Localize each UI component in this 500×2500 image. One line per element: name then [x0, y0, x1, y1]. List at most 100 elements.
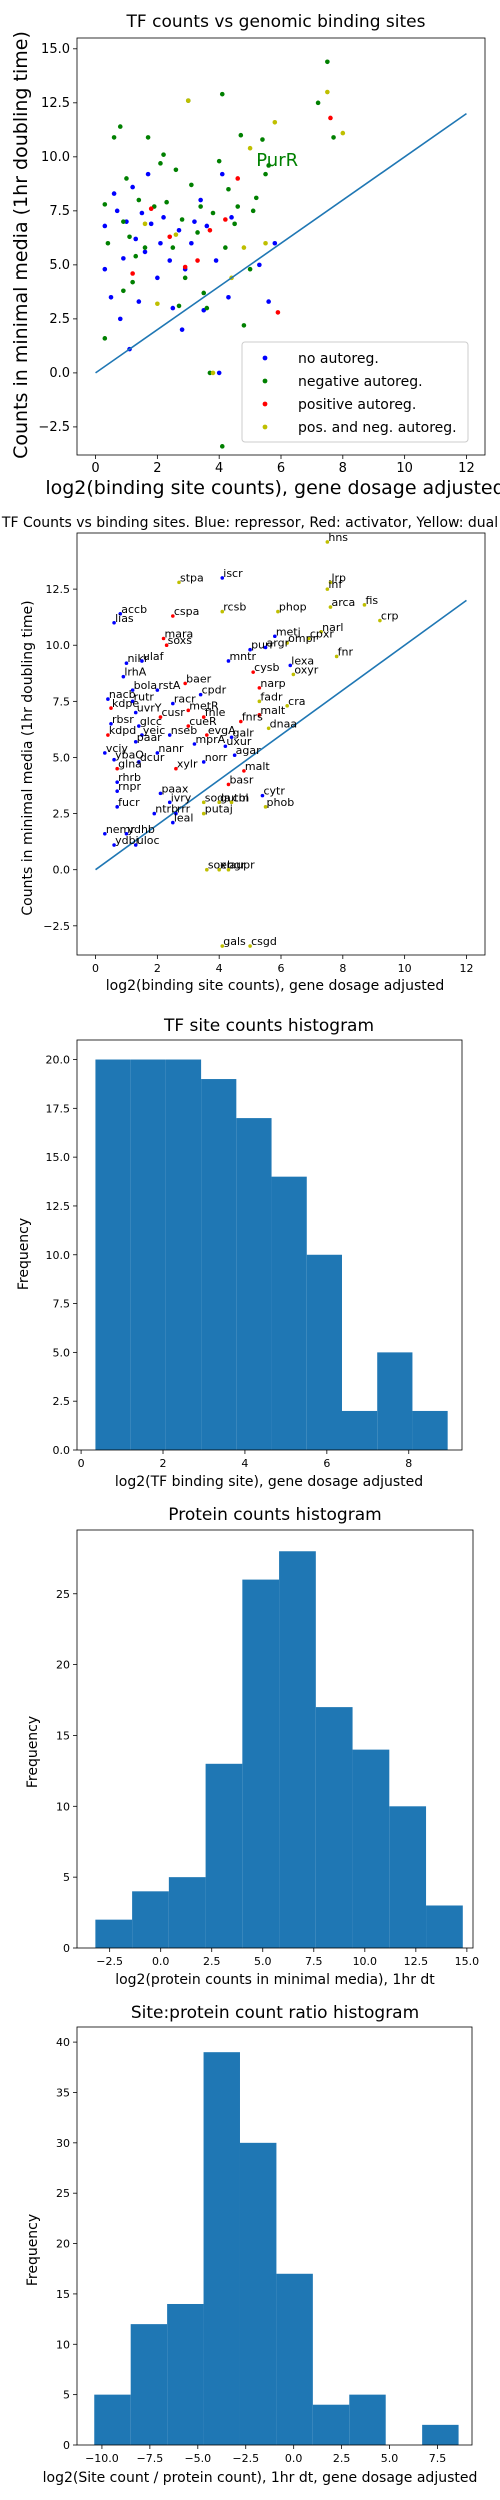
histogram-bar: [377, 1352, 413, 1450]
y-tick-label: 7.5: [49, 204, 70, 219]
data-point: [201, 290, 207, 296]
point-label: vciy: [106, 742, 129, 755]
data-point: [145, 171, 151, 177]
data-point: [201, 760, 206, 764]
y-tick-label: 12.5: [46, 583, 71, 596]
data-point: [220, 576, 225, 580]
y-tick-label: 7.5: [53, 1298, 71, 1311]
data-point: [334, 654, 339, 659]
data-point: [291, 672, 296, 677]
data-point: [307, 636, 311, 641]
x-tick-label: −7.5: [137, 2452, 164, 2465]
y-tick-label: 7.5: [53, 695, 71, 708]
point-label: nseb: [171, 724, 197, 737]
data-point: [130, 271, 135, 276]
x-tick-label: 0.0: [152, 1955, 170, 1968]
scatter-chart-tf-labels: TF Counts vs binding sites. Blue: repres…: [1, 515, 498, 994]
y-tick-label: 10.0: [41, 150, 70, 165]
data-point: [136, 299, 142, 304]
x-tick-label: 2.5: [203, 1955, 221, 1968]
point-label: evgA: [208, 724, 236, 737]
legend-label-negative-autoreg: negative autoreg.: [298, 374, 423, 390]
annotation-label: PurR: [256, 150, 298, 171]
data-point: [115, 789, 119, 793]
data-point: [121, 219, 126, 224]
data-point: [140, 659, 144, 663]
data-point: [182, 264, 188, 270]
point-label: cueR: [189, 715, 217, 728]
data-point: [121, 674, 126, 679]
data-point: [158, 161, 163, 166]
x-tick-label: 6: [277, 461, 285, 476]
plot-frame: [76, 37, 486, 456]
data-point: [219, 171, 225, 177]
point-label: ivry: [171, 791, 192, 804]
histogram-bar: [95, 1919, 133, 1948]
point-label: nacb: [109, 688, 136, 701]
point-label: nikr: [127, 652, 148, 665]
point-label: oxyr: [294, 663, 318, 676]
histogram-bar: [279, 1551, 316, 1948]
data-point: [223, 744, 228, 749]
data-point: [242, 769, 246, 773]
data-point: [142, 245, 148, 250]
point-label: norr: [205, 751, 228, 764]
data-point: [124, 831, 129, 836]
x-tick-label: 2: [154, 962, 161, 975]
point-label: phop: [279, 601, 307, 614]
point-label: kdpd: [109, 724, 136, 737]
data-point: [133, 236, 139, 242]
x-tick-label: 0: [78, 1457, 85, 1470]
data-point: [133, 843, 138, 847]
data-point: [102, 223, 108, 229]
data-point: [201, 800, 206, 805]
point-label: rnpr: [118, 780, 141, 793]
data-point: [205, 867, 209, 872]
point-label: racr: [174, 693, 196, 706]
data-point: [205, 733, 209, 737]
histogram-bar: [132, 1891, 169, 1948]
histogram-bar: [203, 2052, 240, 2445]
data-point: [105, 240, 111, 246]
y-tick-label: 25: [56, 2187, 70, 2200]
x-tick-label: 2: [160, 1457, 167, 1470]
data-point: [207, 227, 213, 233]
point-label: xylr: [177, 758, 198, 771]
data-point: [235, 204, 241, 209]
plot-frame: [76, 532, 486, 956]
histogram-bar: [165, 1059, 202, 1450]
point-label: crp: [381, 610, 399, 623]
data-point: [185, 98, 191, 103]
point-label: aupr: [229, 859, 255, 872]
y-tick-label: 15.0: [41, 42, 70, 57]
histogram-bar: [95, 1059, 131, 1450]
histogram-site-protein-ratio: Site:protein count ratio histogram −10.0…: [25, 2003, 477, 2486]
x-tick-label: 8: [339, 962, 346, 975]
y-tick-label: −2.5: [38, 420, 70, 435]
data-point: [103, 831, 107, 836]
point-label: cysb: [254, 661, 279, 674]
point-label: csgd: [251, 935, 277, 948]
data-point: [124, 661, 129, 665]
y-tick-label: 0.0: [53, 864, 71, 877]
point-label: fis: [365, 594, 378, 607]
data-point: [115, 766, 119, 771]
point-label: rrr: [177, 803, 191, 816]
y-tick-label: 2.5: [53, 1395, 71, 1408]
chart4-title: Protein counts histogram: [168, 1505, 381, 1525]
point-label: metj: [276, 625, 301, 638]
legend-box: [241, 341, 469, 443]
legend-marker-no-autoreg: [262, 355, 268, 361]
data-point: [171, 820, 175, 825]
x-tick-label: 10: [398, 962, 412, 975]
data-point: [226, 782, 231, 787]
point-label: cspa: [174, 605, 200, 618]
point-label: purr: [251, 639, 274, 652]
point-label: iscr: [223, 567, 243, 580]
data-point: [195, 230, 200, 235]
y-tick-label: 20: [56, 2238, 70, 2251]
point-label: malt: [260, 704, 286, 717]
histogram-tf-site-counts: TF site counts histogram 0 2 4 6 8 0.0 2.5 5.0 7…: [16, 1016, 463, 1490]
point-label: soxs: [168, 634, 193, 647]
x-tick-label: 10: [396, 461, 413, 476]
